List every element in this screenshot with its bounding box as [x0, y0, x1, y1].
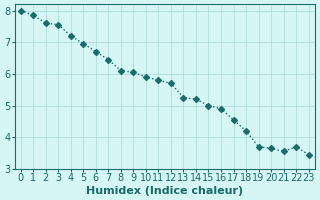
- X-axis label: Humidex (Indice chaleur): Humidex (Indice chaleur): [86, 186, 243, 196]
